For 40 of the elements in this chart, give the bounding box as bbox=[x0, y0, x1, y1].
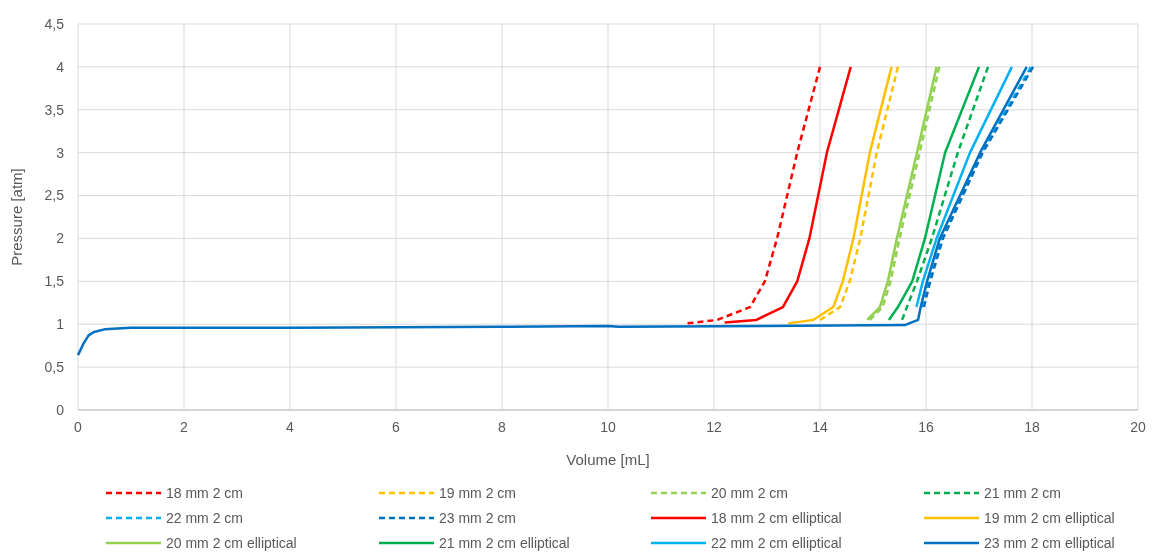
legend-label: 18 mm 2 cm elliptical bbox=[711, 509, 842, 526]
x-tick-label: 20 bbox=[1130, 419, 1146, 435]
legend-label: 20 mm 2 cm elliptical bbox=[166, 534, 297, 551]
y-tick-label: 1,5 bbox=[44, 273, 65, 290]
y-tick-label: 2,5 bbox=[44, 187, 65, 204]
y-tick-label: 4 bbox=[56, 58, 65, 75]
y-tick-label: 3 bbox=[56, 144, 65, 161]
legend-label: 23 mm 2 cm bbox=[439, 509, 517, 526]
x-tick-label: 6 bbox=[392, 419, 401, 435]
x-tick-label: 0 bbox=[74, 419, 83, 435]
x-tick-label: 4 bbox=[286, 419, 295, 435]
legend-label: 19 mm 2 cm elliptical bbox=[984, 509, 1115, 526]
line-series bbox=[723, 65, 852, 324]
x-tick-label: 10 bbox=[600, 419, 616, 435]
legend-label: 21 mm 2 cm bbox=[984, 484, 1062, 501]
y-tick-label: 1 bbox=[56, 316, 65, 333]
y-tick-label: 0,5 bbox=[44, 359, 65, 376]
legend-label: 18 mm 2 cm bbox=[166, 484, 244, 501]
x-tick-label: 16 bbox=[918, 419, 934, 435]
legend-label: 20 mm 2 cm bbox=[711, 484, 789, 501]
legend-label: 19 mm 2 cm bbox=[439, 484, 517, 501]
x-tick-label: 8 bbox=[498, 419, 507, 435]
y-tick-label: 3,5 bbox=[44, 101, 65, 118]
x-tick-label: 14 bbox=[812, 419, 828, 435]
x-axis-title: Volume [mL] bbox=[566, 451, 650, 468]
y-tick-label: 4,5 bbox=[44, 15, 65, 32]
y-axis-title: Pressure [atm] bbox=[8, 168, 25, 266]
legend-label: 22 mm 2 cm elliptical bbox=[711, 534, 842, 551]
x-tick-label: 12 bbox=[706, 419, 722, 435]
line-series bbox=[915, 65, 1014, 309]
line-series bbox=[900, 65, 990, 322]
x-tick-label: 2 bbox=[180, 419, 189, 435]
legend-label: 23 mm 2 cm elliptical bbox=[984, 534, 1115, 551]
legend-label: 21 mm 2 cm elliptical bbox=[439, 534, 570, 551]
line-series bbox=[686, 65, 822, 325]
y-tick-label: 0 bbox=[56, 401, 65, 418]
x-tick-label: 18 bbox=[1024, 419, 1040, 435]
line-series bbox=[887, 65, 981, 322]
legend-label: 22 mm 2 cm bbox=[166, 509, 244, 526]
y-tick-label: 2 bbox=[56, 230, 65, 247]
